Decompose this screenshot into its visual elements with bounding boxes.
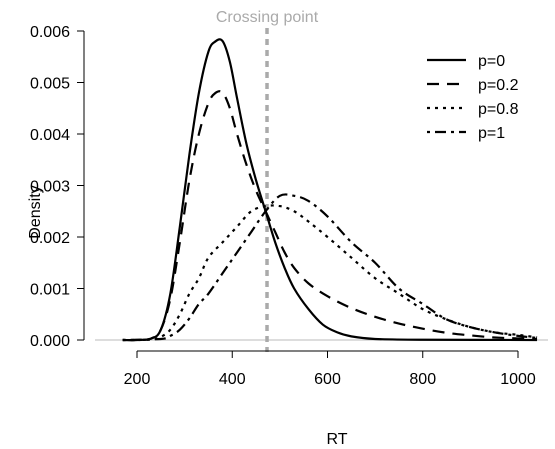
- y-tick-label-3: 0.003: [30, 179, 70, 196]
- legend-label-0: p=0: [478, 53, 505, 70]
- series-line-1: [122, 90, 538, 342]
- legend: p=0 p=0.2 p=0.8 p=1: [427, 53, 519, 142]
- y-tick-label-1: 0.001: [30, 282, 70, 299]
- legend-label-3: p=1: [478, 125, 505, 142]
- series-line-2: [122, 204, 538, 342]
- x-tick-label-3: 800: [409, 371, 436, 388]
- x-axis: 200 400 600 800 1000: [124, 350, 536, 388]
- y-tick-label-5: 0.005: [30, 76, 70, 93]
- x-tick-label-4: 1000: [500, 371, 536, 388]
- y-tick-label-4: 0.004: [30, 127, 70, 144]
- plot-area: [95, 28, 548, 352]
- y-tick-label-6: 0.006: [30, 24, 70, 41]
- y-tick-label-2: 0.002: [30, 230, 70, 247]
- x-axis-label: RT: [326, 431, 347, 448]
- crossing-point-annotation: Crossing point: [216, 9, 319, 26]
- y-axis-label: Density: [27, 185, 44, 238]
- legend-label-1: p=0.2: [478, 77, 519, 94]
- x-tick-label-2: 600: [314, 371, 341, 388]
- x-tick-label-1: 400: [219, 371, 246, 388]
- x-tick-label-0: 200: [124, 371, 151, 388]
- legend-label-2: p=0.8: [478, 101, 519, 118]
- y-axis: 0.000 0.001 0.002 0.003 0.004 0.005 0.006: [30, 24, 85, 350]
- series-line-0: [122, 38, 538, 342]
- y-tick-label-0: 0.000: [30, 333, 70, 350]
- series-line-3: [122, 193, 538, 342]
